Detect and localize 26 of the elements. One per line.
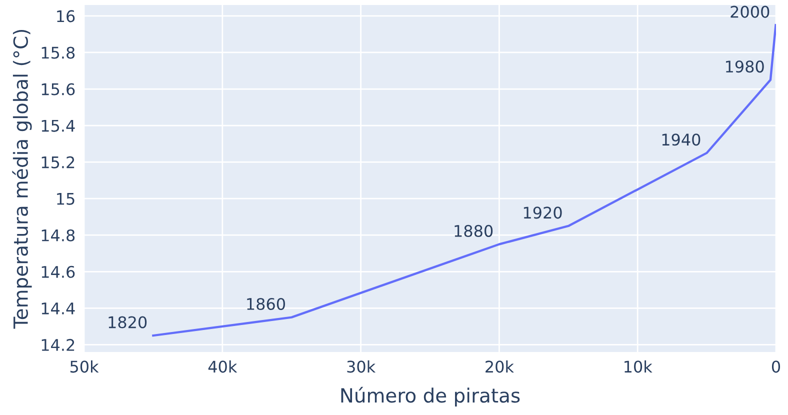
y-tick-label: 15.8 [42,46,75,59]
y-tick-label: 14.4 [42,302,75,314]
x-tick-label: 50k [70,360,99,373]
x-tick-label: 30k [347,360,376,373]
x-tick-label: 0 [772,360,780,373]
annotation: 1940 [662,134,700,146]
y-tick-label: 15.2 [42,156,74,168]
line-series [152,24,776,337]
y-tick-label: 15.6 [42,83,75,96]
y-tick-label: 14.2 [42,338,74,351]
annotation: 1880 [454,224,493,237]
y-tick-label: 15 [57,193,74,205]
x-tick-label: 10k [624,360,652,373]
y-tick-label: 16 [57,10,75,22]
x-axis-title: Número de piratas [341,386,520,406]
annotation: 1920 [524,206,562,219]
y-tick-label: 14.8 [42,229,75,242]
y-tick-label: 14.6 [42,266,75,278]
annotation: 1820 [108,316,147,328]
x-tick-label: 40k [208,360,238,373]
x-tick-label: 20k [486,360,514,373]
annotation: 2000 [730,6,770,18]
annotation: 1860 [247,298,285,310]
y-axis-title: Temperatura média global (°C) [12,30,32,329]
y-tick-label: 15.4 [42,120,75,132]
annotation: 1980 [726,60,764,73]
